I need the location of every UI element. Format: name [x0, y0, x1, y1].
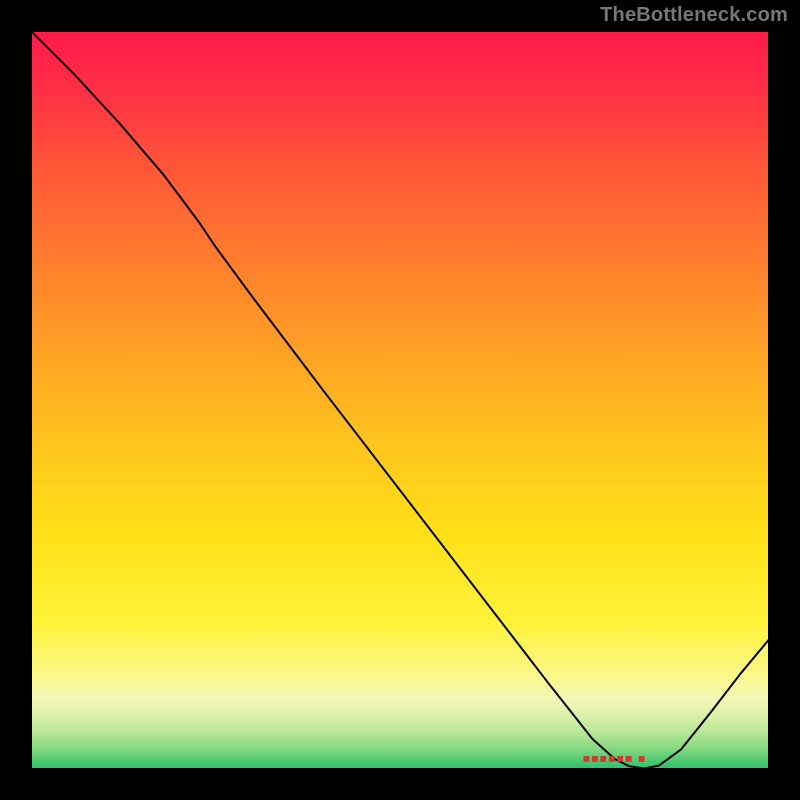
plot-background-gradient — [30, 30, 770, 770]
watermark-text: TheBottleneck.com — [600, 4, 788, 27]
bottleneck-chart: ■■■■■■ ■ — [0, 0, 800, 800]
marker-label: ■■■■■■ ■ — [583, 752, 647, 766]
